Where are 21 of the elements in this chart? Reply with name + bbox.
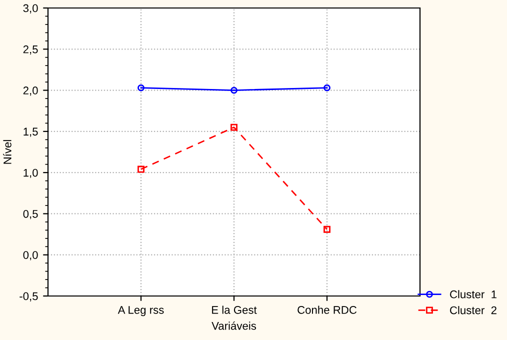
y-tick-label: 2,5	[23, 45, 38, 55]
y-tick-label: 1,5	[24, 128, 38, 137]
point	[230, 86, 238, 94]
point	[138, 166, 144, 173]
x-tick-label: Conhe RDC	[298, 306, 357, 314]
point	[324, 226, 330, 233]
point	[138, 84, 144, 92]
x-axis-title: Variáveis	[212, 322, 256, 330]
y-tick-label: 2,0	[23, 86, 38, 96]
point	[324, 84, 330, 92]
point	[230, 124, 238, 131]
y-tick-label: -0,5	[20, 292, 38, 302]
legend-label: Cluster 2	[450, 306, 496, 314]
x-tick-label: A Leg rss	[118, 306, 164, 316]
y-tick-label: 0,0	[23, 251, 38, 260]
y-tick-label: 0,5	[23, 210, 38, 220]
x-tick-label: E la Gest	[212, 306, 257, 314]
y-tick-label: 1,0	[24, 168, 38, 178]
legend-label: Cluster 1	[450, 290, 496, 298]
y-tick-label: 3,0	[23, 4, 38, 14]
y-axis-title: Nível	[3, 140, 12, 164]
